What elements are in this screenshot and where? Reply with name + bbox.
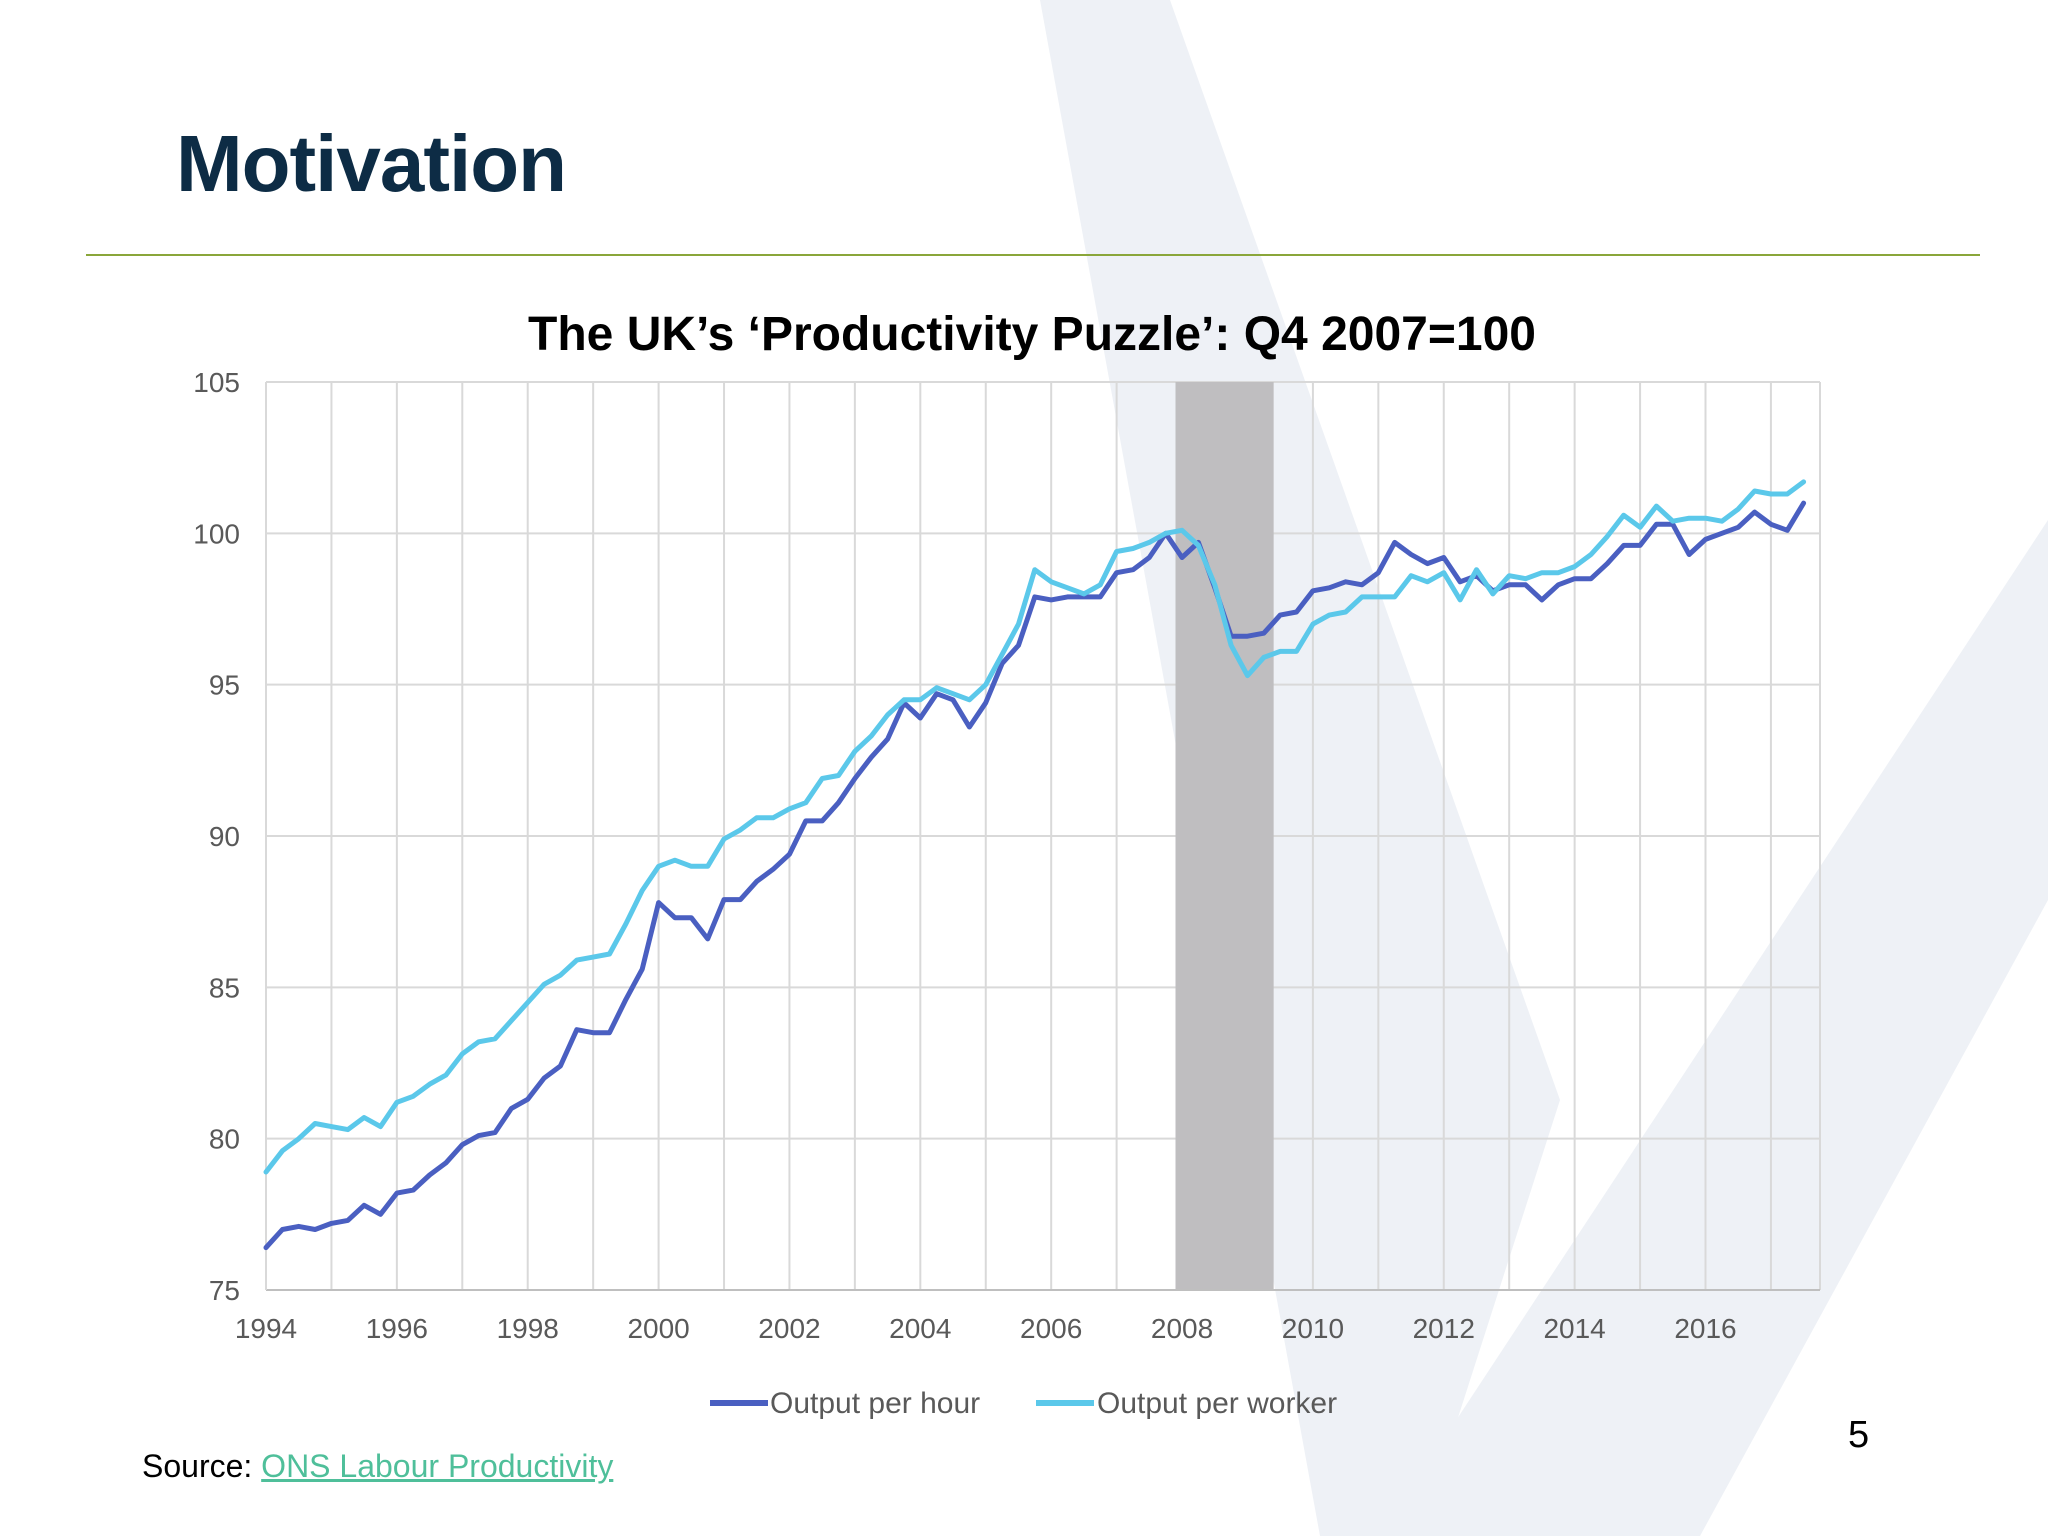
x-tick-label-2012: 2012 <box>1413 1313 1475 1344</box>
y-axis-tick-labels: 75 80 85 90 95 100 105 <box>193 367 240 1306</box>
legend: Output per hour Output per worker <box>710 1387 1337 1420</box>
source-link[interactable]: ONS Labour Productivity <box>261 1448 614 1484</box>
x-tick-label-2006: 2006 <box>1020 1313 1082 1344</box>
watermark-stroke-left <box>1040 0 1560 1536</box>
series-layer <box>263 479 1807 1251</box>
y-tick-label-100: 100 <box>193 518 240 549</box>
x-axis-tick-labels: 1994 1996 1998 2000 2002 2004 2006 2008 2010 2012… <box>235 1313 1737 1344</box>
y-tick-label-75: 75 <box>209 1275 240 1306</box>
source-label: Source: <box>142 1448 262 1484</box>
title-divider <box>86 254 1980 256</box>
series-line-output-per-worker <box>263 479 1807 1175</box>
page-number: 5 <box>1848 1414 1870 1456</box>
x-tick-label-1994: 1994 <box>235 1313 297 1344</box>
y-tick-label-85: 85 <box>209 972 240 1003</box>
recession-shading-layer <box>1175 382 1274 1290</box>
x-tick-label-2000: 2000 <box>627 1313 689 1344</box>
y-tick-label-105: 105 <box>193 367 240 398</box>
legend-label-output-per-worker: Output per worker <box>1097 1387 1337 1420</box>
chart-title: The UK’s ‘Productivity Puzzle’: Q4 2007=… <box>528 308 1536 361</box>
x-tick-label-2002: 2002 <box>758 1313 820 1344</box>
y-tick-label-90: 90 <box>209 821 240 852</box>
x-tick-label-1996: 1996 <box>366 1313 428 1344</box>
axes <box>265 382 1820 1291</box>
watermark-stroke-right <box>1380 520 2048 1536</box>
x-tick-label-2016: 2016 <box>1674 1313 1736 1344</box>
series-line-output-per-hour <box>263 500 1807 1251</box>
gridlines <box>265 381 1821 1291</box>
x-tick-label-2010: 2010 <box>1282 1313 1344 1344</box>
x-tick-label-2004: 2004 <box>889 1313 951 1344</box>
recession-shading <box>1175 382 1274 1290</box>
legend-label-output-per-hour: Output per hour <box>770 1387 980 1420</box>
y-tick-label-95: 95 <box>209 670 240 701</box>
y-tick-label-80: 80 <box>209 1124 240 1155</box>
x-tick-label-1998: 1998 <box>497 1313 559 1344</box>
source-line: Source: ONS Labour Productivity <box>142 1448 613 1485</box>
slide-title: Motivation <box>176 119 567 208</box>
x-tick-label-2014: 2014 <box>1543 1313 1605 1344</box>
x-tick-label-2008: 2008 <box>1151 1313 1213 1344</box>
